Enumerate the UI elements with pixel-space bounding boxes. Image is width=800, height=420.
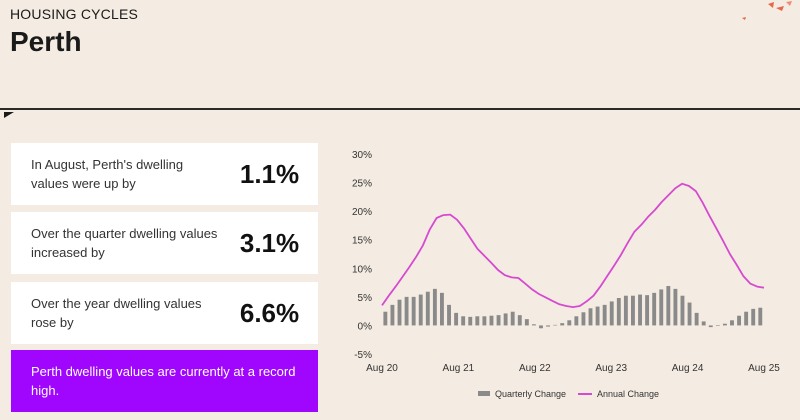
quarterly-change-bar <box>666 286 671 326</box>
quarterly-change-bar <box>659 289 664 326</box>
x-tick-label: Aug 25 <box>748 363 780 374</box>
quarterly-change-bar <box>574 316 579 326</box>
stat-card-month: In August, Perth's dwelling values were … <box>11 143 318 205</box>
quarterly-change-bar <box>652 292 657 326</box>
stat-value: 6.6% <box>239 297 300 328</box>
quarterly-change-bar <box>546 325 551 327</box>
quarterly-change-bar <box>758 307 763 326</box>
quarterly-change-bar <box>673 288 678 326</box>
y-tick-label: 25% <box>352 179 372 190</box>
x-tick-label: Aug 23 <box>595 363 627 374</box>
brand-logo-icon <box>742 1 792 20</box>
y-tick-label: -5% <box>354 350 372 361</box>
stat-value: 1.1% <box>239 158 300 189</box>
quarterly-change-bar <box>510 311 515 326</box>
quarterly-change-bar <box>680 295 685 326</box>
quarterly-change-bar <box>730 320 734 326</box>
quarterly-change-bar <box>744 311 749 326</box>
quarterly-change-bar <box>609 301 614 326</box>
quarterly-change-bar <box>440 292 444 326</box>
legend-swatch-quarterly <box>478 391 490 396</box>
y-tick-label: 30% <box>352 150 372 161</box>
quarterly-change-bar <box>489 315 494 326</box>
quarterly-change-bar <box>503 313 508 326</box>
quarterly-change-bar <box>737 315 742 326</box>
quarterly-change-bar <box>715 325 720 326</box>
quarterly-change-bar <box>751 308 756 326</box>
record-high-banner: Perth dwelling values are currently at a… <box>11 350 318 412</box>
quarterly-change-bar <box>553 324 558 326</box>
x-tick-label: Aug 22 <box>519 363 551 374</box>
quarterly-change-bar <box>404 296 409 326</box>
quarterly-change-bar <box>567 320 572 326</box>
y-tick-label: 5% <box>358 293 373 304</box>
quarterly-change-bar <box>694 312 699 326</box>
quarterly-change-bar <box>581 312 586 326</box>
quarterly-change-bar <box>701 321 706 326</box>
quarterly-change-bar <box>397 299 402 326</box>
quarterly-change-bar <box>447 304 451 326</box>
quarterly-change-bar <box>496 315 501 326</box>
y-tick-label: 15% <box>352 236 372 247</box>
quarterly-change-bar <box>517 315 522 326</box>
y-tick-label: 10% <box>352 264 372 275</box>
quarterly-change-bar <box>616 298 621 326</box>
legend-label-annual: Annual Change <box>597 389 659 399</box>
quarterly-change-bar <box>602 304 607 326</box>
x-tick-label: Aug 20 <box>366 363 398 374</box>
quarterly-change-bar <box>475 316 480 326</box>
stat-card-quarter: Over the quarter dwelling values increas… <box>11 212 318 274</box>
quarterly-change-bar <box>645 295 650 326</box>
quarterly-change-bar <box>722 323 727 326</box>
legend-label-quarterly: Quarterly Change <box>495 389 566 399</box>
quarterly-change-bar <box>631 295 635 326</box>
divider-marker-icon <box>4 112 14 118</box>
quarterly-change-bar <box>418 294 423 326</box>
quarterly-change-bar <box>524 319 529 326</box>
stat-value: 3.1% <box>239 227 300 258</box>
quarterly-change-bar <box>539 325 543 329</box>
quarterly-change-bar <box>623 295 628 326</box>
quarterly-change-bar <box>425 291 430 326</box>
quarterly-change-bar <box>411 296 416 326</box>
stat-label: In August, Perth's dwelling values were … <box>31 157 184 191</box>
quarterly-change-bar <box>595 306 600 326</box>
annual-change-line <box>381 182 765 309</box>
page-title: Perth <box>10 26 82 57</box>
y-tick-label: 20% <box>352 207 372 218</box>
housing-cycle-chart: 30% 25% 20% 15% 10% 5% 0% -5% Aug 20 Aug 21 Aug 22… <box>352 150 780 399</box>
stat-label: Over the quarter dwelling values increas… <box>31 226 218 260</box>
quarterly-change-bar <box>638 294 642 326</box>
quarterly-change-bar <box>531 324 536 326</box>
section-eyebrow: HOUSING CYCLES <box>10 6 139 22</box>
quarterly-change-bar <box>468 316 473 326</box>
stat-card-year: Over the year dwelling values rose by 6.… <box>11 282 318 344</box>
quarterly-change-bar <box>454 312 459 326</box>
quarterly-change-bar <box>708 325 713 328</box>
quarterly-change-bar <box>687 302 692 326</box>
quarterly-change-bar <box>390 304 395 326</box>
header-divider <box>0 108 800 110</box>
y-tick-label: 0% <box>358 321 373 332</box>
quarterly-change-bar <box>383 311 388 326</box>
x-tick-label: Aug 21 <box>443 363 475 374</box>
quarterly-change-bar <box>432 288 437 326</box>
quarterly-change-bar <box>461 316 466 326</box>
quarterly-change-bar <box>588 308 593 326</box>
quarterly-change-bar <box>482 316 487 326</box>
quarterly-change-bar <box>560 323 565 326</box>
stat-label: Over the year dwelling values rose by <box>31 296 202 330</box>
x-tick-label: Aug 24 <box>672 363 704 374</box>
